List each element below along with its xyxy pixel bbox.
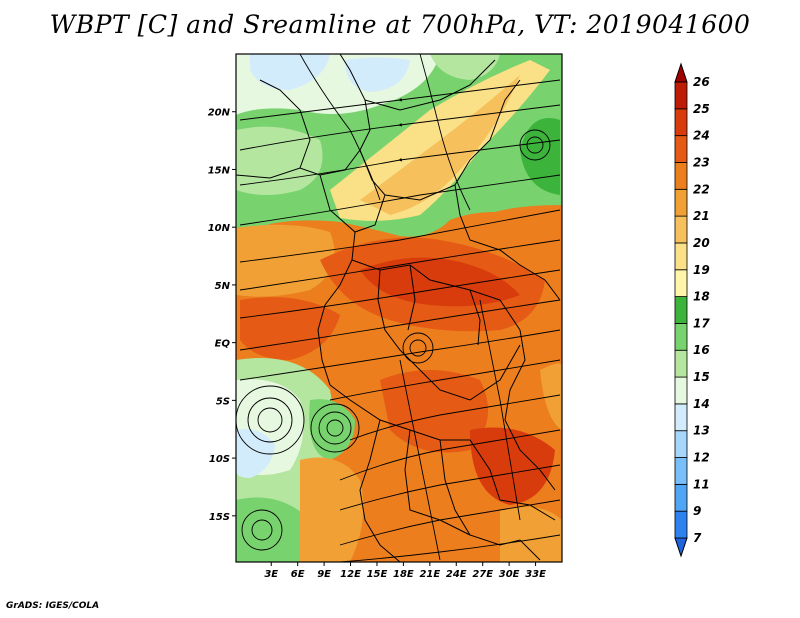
lon-tick-label: 9E [317,569,331,580]
footer-credit: GrADS: IGES/COLA [6,601,100,611]
colorbar-swatch [674,108,688,137]
colorbar-label: 23 [693,155,710,169]
colorbar-swatch [674,403,688,432]
colorbar-swatch [674,323,688,351]
colorbar-swatch [674,430,688,458]
chart-title: WBPT [C] and Sreamline at 700hPa, VT: 20… [49,10,751,39]
lon-tick-label: 6E [291,569,305,580]
colorbar-label: 7 [693,531,702,545]
longitude-axis: 3E 6E 9E 12E 15E 18E 21E 24E 27E 30E 33E [264,562,546,580]
colorbar-low-arrow [674,537,688,558]
colorbar-label: 20 [693,236,710,250]
colorbar-label: 18 [693,290,710,304]
colorbar: 7 9 11 12 13 14 15 16 17 18 19 20 21 22 23 24 25 26 [674,62,710,558]
colorbar-high-arrow [674,62,688,83]
colorbar-label: 17 [693,316,710,330]
lat-tick-label: 5S [216,396,230,407]
colorbar-swatch [674,188,688,217]
latitude-axis: 20N 15N 10N 5N EQ 5S 10S 15S [208,108,236,523]
colorbar-swatch [674,269,688,297]
country-borders [236,54,561,562]
lat-tick-label: 20N [208,108,231,119]
lon-tick-label: 21E [419,569,440,580]
lat-tick-label: 10N [208,223,231,234]
wbpt-field [236,54,562,562]
lon-tick-label: 24E [446,569,467,580]
streamlines [236,54,561,562]
map-frame [235,53,563,563]
colorbar-label: 21 [693,209,710,223]
colorbar-label: 12 [693,451,710,465]
lon-tick-label: 3E [264,569,278,580]
colorbar-label: 26 [693,75,710,89]
lon-tick-label: 12E [340,569,361,580]
lon-tick-label: 33E [525,569,546,580]
colorbar-label: 13 [693,424,710,438]
colorbar-label: 9 [693,504,701,518]
lon-tick-label: 15E [367,569,388,580]
lat-tick-label: 15S [209,512,230,523]
colorbar-swatch [674,162,688,190]
colorbar-swatch [674,135,688,163]
colorbar-swatch [674,457,688,485]
colorbar-label: 19 [693,263,710,277]
colorbar-swatch [674,376,688,405]
colorbar-label: 22 [693,182,710,196]
colorbar-swatch [674,349,688,378]
colorbar-label: 15 [693,370,710,384]
lat-tick-label: 15N [208,165,231,176]
colorbar-swatch [674,483,688,512]
colorbar-label: 11 [693,477,710,491]
lat-tick-label: 10S [209,454,230,465]
colorbar-label: 16 [693,343,710,357]
colorbar-swatch [674,215,688,244]
lon-tick-label: 18E [393,569,414,580]
colorbar-swatch [674,242,688,271]
lon-tick-label: 30E [499,569,520,580]
colorbar-swatch [674,81,688,110]
colorbar-label: 24 [693,129,710,143]
colorbar-label: 25 [693,102,710,116]
colorbar-label: 14 [693,397,710,411]
colorbar-swatch [674,296,688,324]
lat-tick-label: 5N [215,281,231,292]
lon-tick-label: 27E [472,569,493,580]
colorbar-swatch [674,510,688,539]
lat-tick-label: EQ [215,339,231,350]
